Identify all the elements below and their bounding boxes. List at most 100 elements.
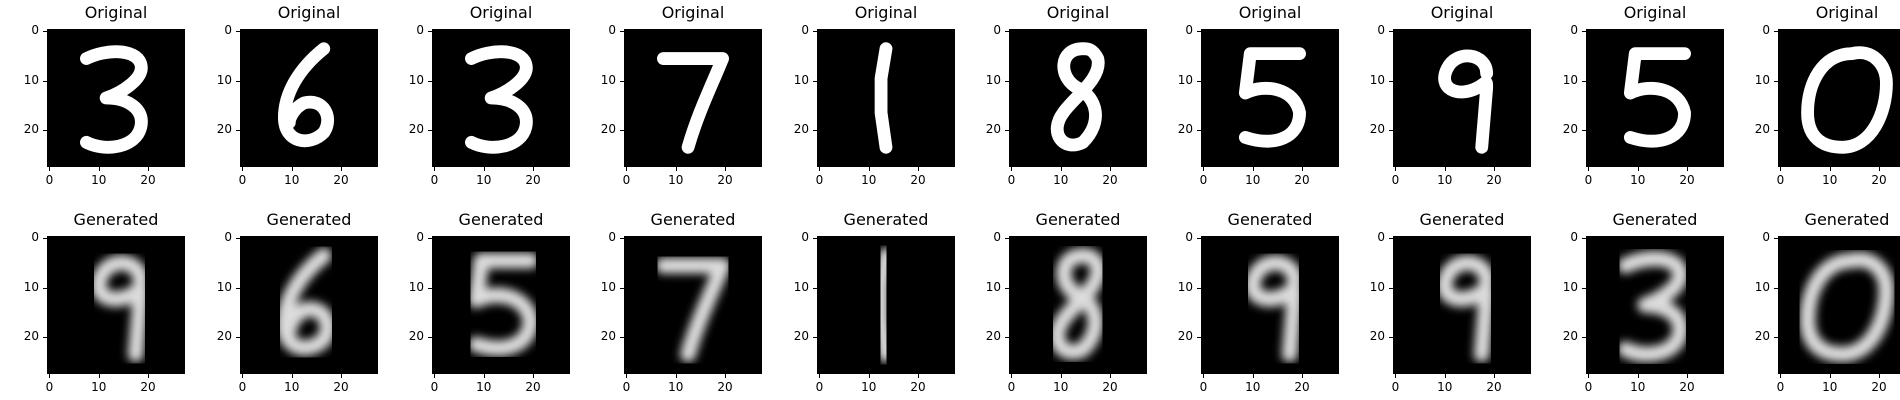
y-tick-label: 20	[600, 122, 616, 137]
y-tick-label: 10	[600, 72, 616, 87]
y-tick-label: 20	[408, 122, 424, 137]
y-tick-label: 0	[416, 230, 424, 245]
panel-title: Generated	[1612, 210, 1698, 229]
y-tick-label: 10	[793, 279, 809, 294]
y-tick-label: 10	[1177, 72, 1193, 87]
y-tick	[620, 31, 624, 33]
original-panel-0: Original 0 10 20 0 10 20	[24, 3, 185, 187]
x-tick	[434, 167, 436, 171]
x-tick	[1637, 374, 1639, 378]
x-tick	[148, 167, 150, 171]
x-tick-label: 0	[815, 380, 824, 394]
y-tick	[1582, 130, 1586, 132]
y-tick-label: 0	[1570, 230, 1578, 245]
x-tick-label: 0	[1776, 380, 1785, 394]
y-tick	[1005, 287, 1009, 289]
digit-image	[624, 236, 762, 374]
x-tick-label: 0	[430, 173, 439, 187]
x-tick-label: 10	[1437, 380, 1453, 394]
x-tick	[1011, 374, 1013, 378]
x-tick-label: 20	[1871, 173, 1887, 187]
y-tick	[813, 80, 817, 82]
x-tick	[1637, 167, 1639, 171]
x-tick	[675, 374, 677, 378]
y-tick	[1005, 80, 1009, 82]
y-tick-label: 20	[985, 122, 1001, 137]
x-tick	[1687, 374, 1689, 378]
y-tick-label: 10	[408, 72, 424, 87]
x-tick-label: 0	[238, 380, 247, 394]
y-tick-label: 20	[1369, 329, 1385, 344]
digit-image	[1201, 29, 1339, 167]
x-tick-label: 10	[861, 173, 877, 187]
y-tick	[428, 80, 432, 82]
y-tick-label: 0	[993, 23, 1001, 38]
digit-glyph-3	[465, 45, 533, 154]
y-tick	[43, 31, 47, 33]
x-tick-label: 0	[45, 173, 54, 187]
y-tick-label: 0	[801, 230, 809, 245]
panel-title: Original	[469, 3, 533, 22]
y-tick	[620, 287, 624, 289]
digit-glyph-3	[1617, 250, 1689, 363]
y-tick-label: 20	[216, 122, 232, 137]
x-tick-label: 20	[1294, 173, 1310, 187]
y-tick	[1774, 287, 1778, 289]
x-tick-label: 0	[45, 380, 54, 394]
y-tick-label: 10	[1754, 72, 1770, 87]
y-tick-label: 10	[1177, 279, 1193, 294]
x-tick	[341, 167, 343, 171]
panel-title: Original	[1430, 3, 1494, 22]
x-tick	[918, 167, 920, 171]
y-tick	[428, 130, 432, 132]
x-tick-label: 10	[1053, 380, 1069, 394]
y-tick	[236, 31, 240, 33]
y-tick	[428, 238, 432, 240]
x-tick-label: 10	[91, 380, 107, 394]
x-tick	[1444, 374, 1446, 378]
x-tick-label: 0	[238, 173, 247, 187]
x-tick	[291, 374, 293, 378]
x-tick	[98, 374, 100, 378]
x-tick	[1302, 374, 1304, 378]
y-tick-label: 10	[216, 279, 232, 294]
y-tick-label: 10	[216, 72, 232, 87]
digit-image	[817, 29, 955, 167]
x-tick-label: 20	[1679, 380, 1695, 394]
y-tick-label: 10	[600, 279, 616, 294]
y-tick-label: 10	[23, 279, 39, 294]
y-tick	[428, 31, 432, 33]
digit-glyph-0	[1801, 46, 1893, 154]
x-tick	[1252, 374, 1254, 378]
digit-image	[1586, 29, 1724, 167]
y-tick-label: 0	[1570, 23, 1578, 38]
generated-panel-0: Generated 0 10 20 0 10 20	[24, 210, 185, 394]
x-tick	[483, 167, 485, 171]
y-tick-label: 20	[600, 329, 616, 344]
y-tick-label: 10	[408, 279, 424, 294]
y-tick	[813, 31, 817, 33]
y-tick-label: 10	[1369, 279, 1385, 294]
x-tick-label: 10	[284, 173, 300, 187]
y-tick	[1005, 130, 1009, 132]
y-tick	[1582, 238, 1586, 240]
x-tick	[1395, 374, 1397, 378]
panel-title: Generated	[650, 210, 736, 229]
y-tick	[620, 130, 624, 132]
y-tick	[620, 337, 624, 339]
y-tick-label: 0	[1185, 23, 1193, 38]
y-tick	[1197, 287, 1201, 289]
x-tick	[1687, 167, 1689, 171]
panel-title: Generated	[1419, 210, 1505, 229]
x-tick-label: 10	[1053, 173, 1069, 187]
panel-title: Generated	[843, 210, 929, 229]
panel-title: Original	[1046, 3, 1110, 22]
y-tick	[43, 337, 47, 339]
x-tick	[49, 374, 51, 378]
digit-image	[1778, 29, 1900, 167]
panel-title: Original	[1238, 3, 1302, 22]
x-tick-label: 20	[525, 173, 541, 187]
x-tick	[1829, 374, 1831, 378]
x-tick-label: 20	[140, 380, 156, 394]
